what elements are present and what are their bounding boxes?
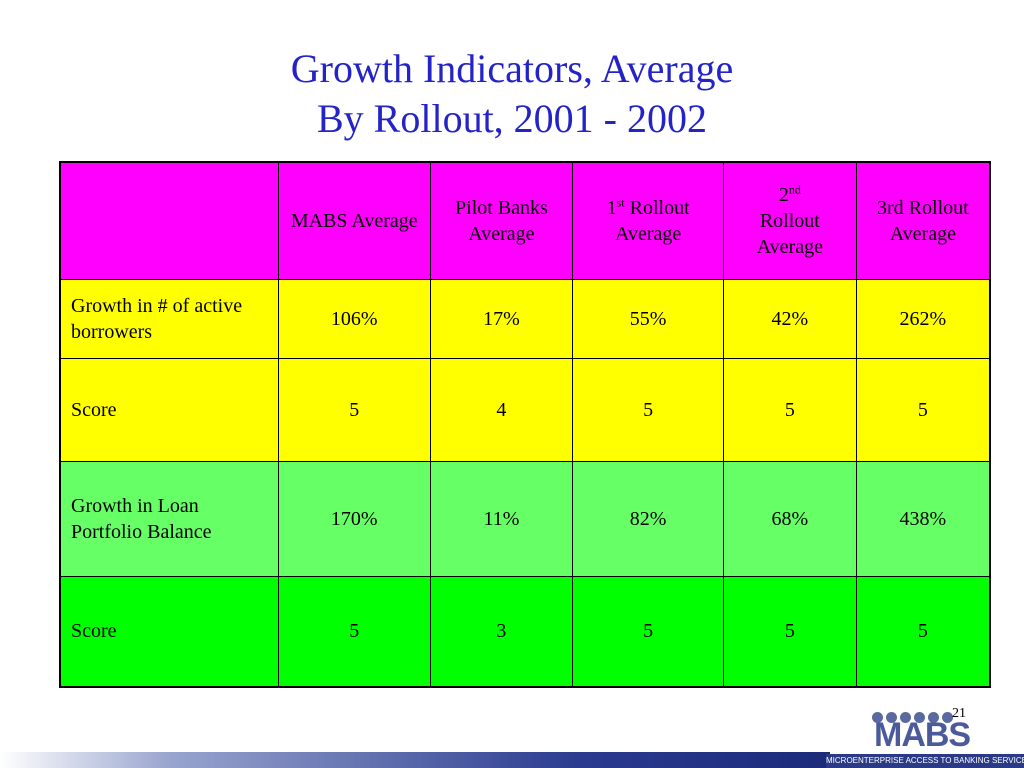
cell-value: 5 [277,357,431,462]
slide-title: Growth Indicators, Average By Rollout, 2… [0,44,1024,144]
logo-dot [872,712,883,723]
header-2nd-rest: Rollout Average [756,209,823,258]
logo-dot [914,712,925,723]
header-pilot-banks-average: Pilot Banks Average [429,161,574,280]
table-row: Growth in # of active borrowers 106% 17%… [59,278,991,359]
header-2nd-base: 2 [778,183,789,206]
table-row: Growth in Loan Portfolio Balance 170% 11… [59,460,991,577]
cell-value: 170% [277,460,431,577]
cell-value: 68% [722,460,857,577]
growth-indicators-table: MABS Average Pilot Banks Average 1st Rol… [59,161,991,688]
cell-value: 5 [722,357,857,462]
cell-value: 5 [572,575,724,688]
header-2nd-sup: nd [788,182,801,197]
header-3rd-rollout-average: 3rd Rollout Average [855,161,991,280]
header-1st-base: 1 [606,196,617,219]
table-row: Score 5 4 5 5 5 [59,357,991,462]
header-1st-sup: st [616,195,625,210]
cell-value: 438% [855,460,991,577]
footer-gradient-bar [0,752,830,768]
cell-value: 106% [277,278,431,359]
title-line-1: Growth Indicators, Average [290,46,734,91]
header-2nd-rollout-average: 2nd Rollout Average [722,161,857,280]
logo-dot [928,712,939,723]
cell-value: 5 [855,357,991,462]
mabs-logo: MABS MICROENTERPRISE ACCESS TO BANKING S… [826,710,1024,768]
logo-letters: MABS [874,716,971,754]
cell-value: 11% [429,460,574,577]
cell-value: 5 [855,575,991,688]
logo-dot [886,712,897,723]
logo-dot [942,712,953,723]
logo-dot [900,712,911,723]
title-line-2: By Rollout, 2001 - 2002 [316,96,708,141]
cell-value: 55% [572,278,724,359]
cell-value: 4 [429,357,574,462]
cell-value: 3 [429,575,574,688]
header-1st-rest: Rollout Average [614,196,690,245]
header-mabs-average: MABS Average [277,161,431,280]
row-label: Score [59,575,279,688]
header-row: MABS Average Pilot Banks Average 1st Rol… [59,161,991,280]
row-label: Score [59,357,279,462]
row-label: Growth in Loan Portfolio Balance [59,460,279,577]
logo-dots [872,710,956,728]
page-number: 21 [952,706,966,721]
cell-value: 262% [855,278,991,359]
header-1st-rollout-average: 1st Rollout Average [572,161,724,280]
cell-value: 5 [572,357,724,462]
cell-value: 42% [722,278,857,359]
table-row: Score 5 3 5 5 5 [59,575,991,688]
cell-value: 17% [429,278,574,359]
row-label: Growth in # of active borrowers [59,278,279,359]
header-corner-cell [59,161,279,280]
logo-tagline: MICROENTERPRISE ACCESS TO BANKING SERVIC… [826,754,1024,768]
cell-value: 82% [572,460,724,577]
cell-value: 5 [277,575,431,688]
cell-value: 5 [722,575,857,688]
